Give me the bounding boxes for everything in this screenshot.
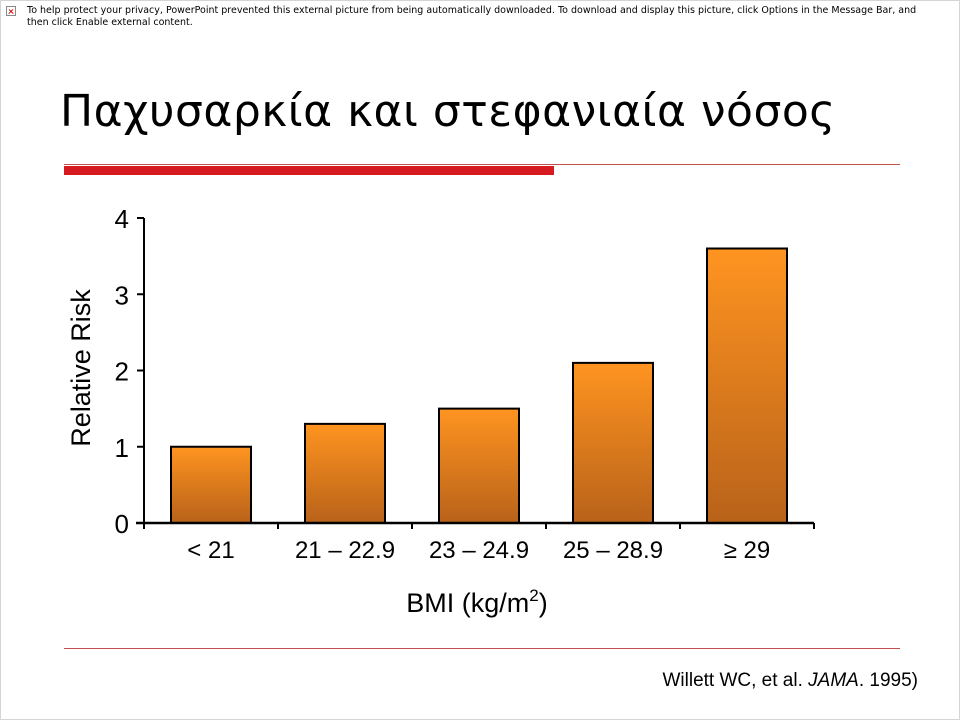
- warning-text: To help protect your privacy, PowerPoint…: [27, 5, 917, 28]
- broken-image-icon: [6, 6, 16, 16]
- bar-4: [706, 247, 788, 524]
- title-underline: [64, 164, 900, 165]
- title-accent-bar: [64, 166, 554, 175]
- x-tick-label-4: ≥ 29: [724, 537, 771, 564]
- x-tick-label-2: 23 – 24.9: [429, 537, 529, 564]
- x-tick-label-3: 25 – 28.9: [563, 537, 663, 564]
- citation-year: . 1995): [858, 670, 918, 691]
- x-axis-label-main: BMI (kg/m: [406, 588, 529, 618]
- x-axis-label-superscript: 2: [529, 586, 538, 605]
- citation-journal: JAMA: [808, 670, 859, 691]
- y-tick-label-2: 2: [115, 357, 129, 387]
- y-tick-label-0: 0: [115, 509, 129, 539]
- bar-1: [304, 422, 386, 524]
- y-tick-label-4: 4: [115, 204, 129, 234]
- y-tick-label-1: 1: [115, 433, 129, 463]
- x-tick-label-0: < 21: [187, 537, 234, 564]
- x-axis-label: BMI (kg/m2): [406, 586, 547, 618]
- y-tick-label-3: 3: [115, 280, 129, 310]
- footer-divider: [64, 648, 900, 649]
- bar-2: [438, 407, 520, 524]
- y-axis-label: Relative Risk: [66, 289, 96, 447]
- x-tick-label-1: 21 – 22.9: [295, 537, 395, 564]
- citation-authors: Willett WC, et al.: [662, 670, 809, 691]
- bar-0: [170, 445, 252, 524]
- x-axis-label-suffix: ): [539, 588, 548, 618]
- slide-title: Παχυσαρκία και στεφανιαία νόσος: [60, 86, 836, 137]
- bar-3: [572, 361, 654, 524]
- citation: Willett WC, et al. JAMA. 1995): [662, 670, 918, 692]
